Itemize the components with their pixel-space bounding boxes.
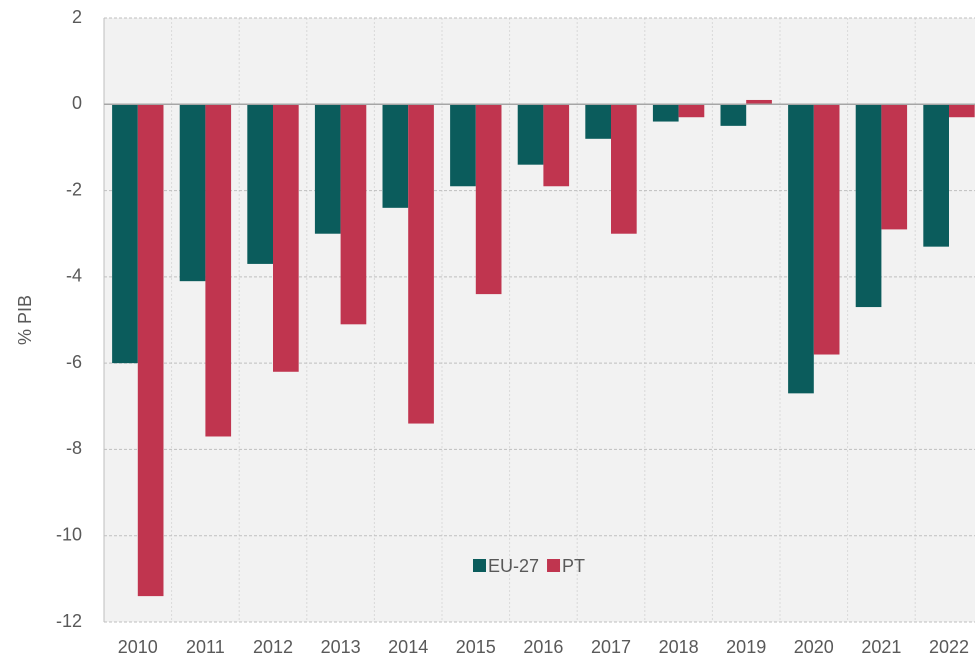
- bar: [137, 104, 164, 597]
- x-tick-label: 2012: [253, 637, 293, 657]
- legend-label: PT: [562, 556, 585, 576]
- x-tick-label: 2021: [861, 637, 901, 657]
- y-tick-label: -6: [66, 352, 82, 372]
- bar: [652, 104, 679, 122]
- bar: [746, 99, 772, 105]
- y-tick-label: 2: [72, 7, 82, 27]
- y-tick-label: -10: [56, 524, 82, 544]
- bar: [475, 104, 502, 295]
- bar: [314, 104, 341, 234]
- bar: [247, 104, 273, 264]
- bar: [813, 104, 840, 355]
- bar: [788, 104, 814, 394]
- bar: [205, 104, 232, 437]
- bar: [273, 104, 299, 372]
- y-axis-label: % PIB: [15, 295, 35, 345]
- bar: [720, 104, 747, 126]
- bar: [855, 104, 882, 308]
- bar: [112, 104, 138, 364]
- bar: [179, 104, 206, 282]
- bar: [678, 104, 705, 118]
- bar: [543, 104, 570, 187]
- y-tick-label: -4: [66, 266, 82, 286]
- x-tick-label: 2015: [456, 637, 496, 657]
- x-tick-label: 2016: [523, 637, 563, 657]
- legend-swatch: [473, 559, 486, 572]
- x-tick-label: 2013: [321, 637, 361, 657]
- bar: [408, 104, 434, 424]
- bar: [585, 104, 611, 139]
- x-tick-label: 2010: [118, 637, 158, 657]
- bar: [450, 104, 476, 187]
- bar: [382, 104, 409, 208]
- bar: [611, 104, 637, 234]
- x-tick-label: 2019: [726, 637, 766, 657]
- x-tick-label: 2011: [186, 637, 225, 657]
- x-tick-label: 2018: [659, 637, 699, 657]
- legend-label: EU-27: [488, 556, 539, 576]
- x-tick-label: 2020: [794, 637, 834, 657]
- y-tick-label: -12: [56, 611, 82, 631]
- bar: [340, 104, 367, 325]
- bar: [881, 104, 908, 230]
- x-tick-label: 2014: [388, 637, 428, 657]
- bar: [923, 104, 949, 247]
- bar: [949, 104, 975, 118]
- legend-swatch: [547, 559, 561, 572]
- x-tick-label: 2022: [929, 637, 969, 657]
- y-tick-label: 0: [72, 93, 82, 113]
- x-tick-label: 2017: [591, 637, 631, 657]
- y-tick-label: -2: [66, 179, 82, 199]
- bar: [517, 104, 544, 165]
- y-tick-label: -8: [66, 438, 82, 458]
